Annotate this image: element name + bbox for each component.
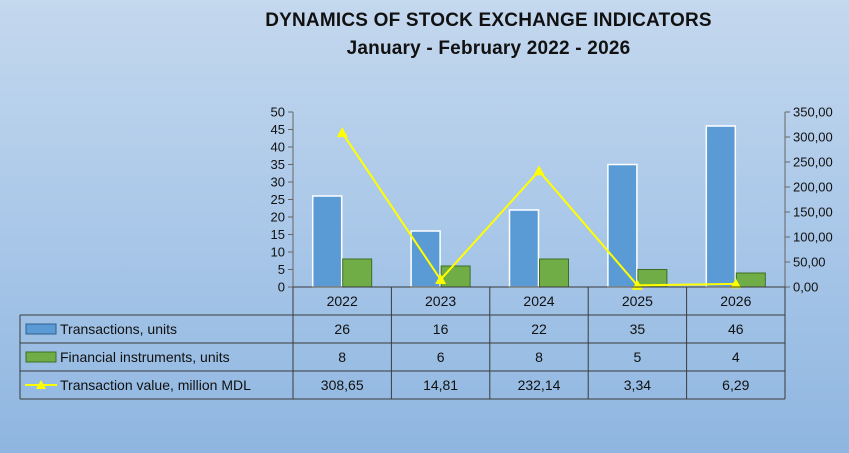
- data-label-0-2022: 26: [334, 321, 350, 337]
- bar-transactions-2022: [311, 195, 343, 288]
- x-tick-label-2023: 2023: [425, 293, 456, 309]
- chart-title: DYNAMICS OF STOCK EXCHANGE INDICATORS: [265, 10, 712, 31]
- line-marker-2024: [533, 165, 545, 176]
- legend-key-marker: [36, 380, 46, 389]
- chart-subtitle: January - February 2022 - 2026: [346, 38, 631, 59]
- data-label-1-2026: 4: [732, 349, 740, 365]
- data-label-2-2025: 3,34: [624, 377, 651, 393]
- data-label-1-2025: 5: [634, 349, 642, 365]
- y-right-tick-label: 200,00: [793, 180, 833, 195]
- x-tick-label-2026: 2026: [720, 293, 751, 309]
- y-left-tick-label: 10: [271, 245, 285, 260]
- bar-transactions-2023: [410, 230, 441, 288]
- y-right-tick-label: 300,00: [793, 130, 833, 145]
- data-label-2-2022: 308,65: [321, 377, 364, 393]
- data-label-1-2022: 8: [338, 349, 346, 365]
- x-tick-label-2024: 2024: [523, 293, 554, 309]
- y-left-tick-label: 35: [271, 157, 285, 172]
- data-label-2-2023: 14,81: [423, 377, 458, 393]
- y-right-tick-label: 350,00: [793, 105, 833, 120]
- data-label-0-2025: 35: [630, 321, 646, 337]
- y-left-tick-label: 50: [271, 105, 285, 120]
- y-left-tick-label: 15: [271, 227, 285, 242]
- legend-label-2: Transaction value, million MDL: [60, 377, 251, 393]
- data-label-1-2024: 8: [535, 349, 543, 365]
- data-label-0-2024: 22: [531, 321, 547, 337]
- data-label-1-2023: 6: [437, 349, 445, 365]
- y-right-tick-label: 0,00: [793, 280, 818, 295]
- y-left-tick-label: 40: [271, 140, 285, 155]
- data-label-2-2026: 6,29: [722, 377, 749, 393]
- bar-instruments-2024: [539, 258, 569, 288]
- bar-transactions-2026: [705, 125, 737, 288]
- legend-label-1: Financial instruments, units: [60, 349, 230, 365]
- y-right-tick-label: 150,00: [793, 205, 833, 220]
- y-left-tick-label: 30: [271, 175, 285, 190]
- bar-instruments-2026: [735, 272, 766, 288]
- line-marker-2023: [435, 274, 447, 284]
- y-left-tick-label: 20: [271, 210, 285, 225]
- data-label-2-2024: 232,14: [518, 377, 561, 393]
- data-label-0-2026: 46: [728, 321, 744, 337]
- y-left-tick-label: 45: [271, 122, 285, 137]
- y-left-tick-label: 25: [271, 192, 285, 207]
- y-right-tick-label: 250,00: [793, 155, 833, 170]
- y-left-tick-label: 0: [278, 280, 285, 295]
- data-label-0-2023: 16: [433, 321, 449, 337]
- line-marker-2026: [730, 278, 742, 289]
- y-left-tick-label: 5: [278, 262, 285, 277]
- x-tick-label-2025: 2025: [622, 293, 653, 309]
- line-marker-2022: [336, 127, 348, 138]
- y-right-tick-label: 100,00: [793, 230, 833, 245]
- y-right-tick-label: 50,00: [793, 255, 826, 270]
- bar-transactions-2024: [508, 209, 540, 288]
- bar-instruments-2022: [342, 258, 373, 288]
- legend-label-0: Transactions, units: [60, 321, 177, 337]
- legend-key-transactions: [25, 323, 57, 335]
- legend-key-instruments: [25, 351, 57, 363]
- x-tick-label-2022: 2022: [327, 293, 358, 309]
